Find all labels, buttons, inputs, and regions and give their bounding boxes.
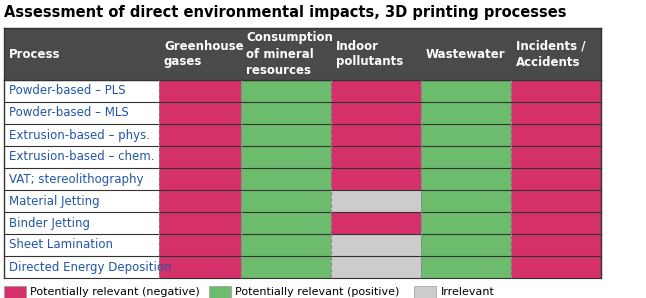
- Bar: [4, 80, 159, 102]
- Bar: [159, 168, 241, 190]
- Bar: [4, 168, 159, 190]
- Bar: [159, 124, 241, 146]
- Bar: [331, 124, 421, 146]
- Text: Greenhouse
gases: Greenhouse gases: [164, 40, 244, 69]
- Bar: [331, 234, 421, 256]
- Bar: [331, 80, 421, 102]
- Bar: [421, 168, 511, 190]
- Bar: [421, 102, 511, 124]
- Bar: [241, 212, 331, 234]
- Bar: [421, 256, 511, 278]
- Text: Consumption
of mineral
resources: Consumption of mineral resources: [246, 32, 333, 77]
- Text: Incidents /
Accidents: Incidents / Accidents: [516, 40, 585, 69]
- Bar: [4, 124, 159, 146]
- Bar: [421, 124, 511, 146]
- Bar: [209, 286, 231, 298]
- Bar: [159, 102, 241, 124]
- Bar: [241, 80, 331, 102]
- Bar: [331, 146, 421, 168]
- Bar: [241, 190, 331, 212]
- Text: Sheet Lamination: Sheet Lamination: [9, 238, 113, 252]
- Bar: [331, 168, 421, 190]
- Text: Wastewater: Wastewater: [426, 47, 506, 60]
- Bar: [241, 234, 331, 256]
- Text: VAT; stereolithography: VAT; stereolithography: [9, 173, 143, 185]
- Bar: [159, 212, 241, 234]
- Text: Potentially relevant (negative): Potentially relevant (negative): [30, 287, 200, 297]
- Bar: [331, 212, 421, 234]
- Bar: [159, 190, 241, 212]
- Bar: [421, 234, 511, 256]
- Bar: [4, 234, 159, 256]
- Bar: [241, 102, 331, 124]
- Bar: [421, 212, 511, 234]
- Text: Irrelevant: Irrelevant: [441, 287, 494, 297]
- Text: Material Jetting: Material Jetting: [9, 195, 99, 207]
- Text: Extrusion-based – chem.: Extrusion-based – chem.: [9, 150, 154, 164]
- Bar: [511, 124, 601, 146]
- Bar: [241, 256, 331, 278]
- Bar: [241, 124, 331, 146]
- Bar: [331, 256, 421, 278]
- Bar: [511, 212, 601, 234]
- Bar: [421, 80, 511, 102]
- Bar: [4, 102, 159, 124]
- Bar: [511, 168, 601, 190]
- Bar: [511, 102, 601, 124]
- Bar: [511, 234, 601, 256]
- Bar: [4, 190, 159, 212]
- Bar: [159, 80, 241, 102]
- Bar: [4, 146, 159, 168]
- Bar: [511, 190, 601, 212]
- Bar: [4, 28, 601, 80]
- Text: Powder-based – MLS: Powder-based – MLS: [9, 106, 129, 119]
- Text: Directed Energy Deposition: Directed Energy Deposition: [9, 260, 171, 274]
- Bar: [511, 256, 601, 278]
- Bar: [331, 102, 421, 124]
- Text: Process: Process: [9, 47, 61, 60]
- Bar: [241, 168, 331, 190]
- Bar: [159, 234, 241, 256]
- Bar: [331, 190, 421, 212]
- Text: Binder Jetting: Binder Jetting: [9, 217, 90, 229]
- Text: Powder-based – PLS: Powder-based – PLS: [9, 85, 125, 97]
- Bar: [511, 80, 601, 102]
- Bar: [241, 146, 331, 168]
- Bar: [159, 146, 241, 168]
- Bar: [4, 212, 159, 234]
- Text: Potentially relevant (positive): Potentially relevant (positive): [235, 287, 400, 297]
- Bar: [421, 146, 511, 168]
- Bar: [4, 286, 26, 298]
- Text: Indoor
pollutants: Indoor pollutants: [336, 40, 403, 69]
- Bar: [4, 256, 159, 278]
- Text: Extrusion-based – phys.: Extrusion-based – phys.: [9, 128, 150, 142]
- Bar: [421, 190, 511, 212]
- Bar: [511, 146, 601, 168]
- Text: Assessment of direct environmental impacts, 3D printing processes: Assessment of direct environmental impac…: [4, 5, 567, 20]
- Bar: [414, 286, 437, 298]
- Bar: [159, 256, 241, 278]
